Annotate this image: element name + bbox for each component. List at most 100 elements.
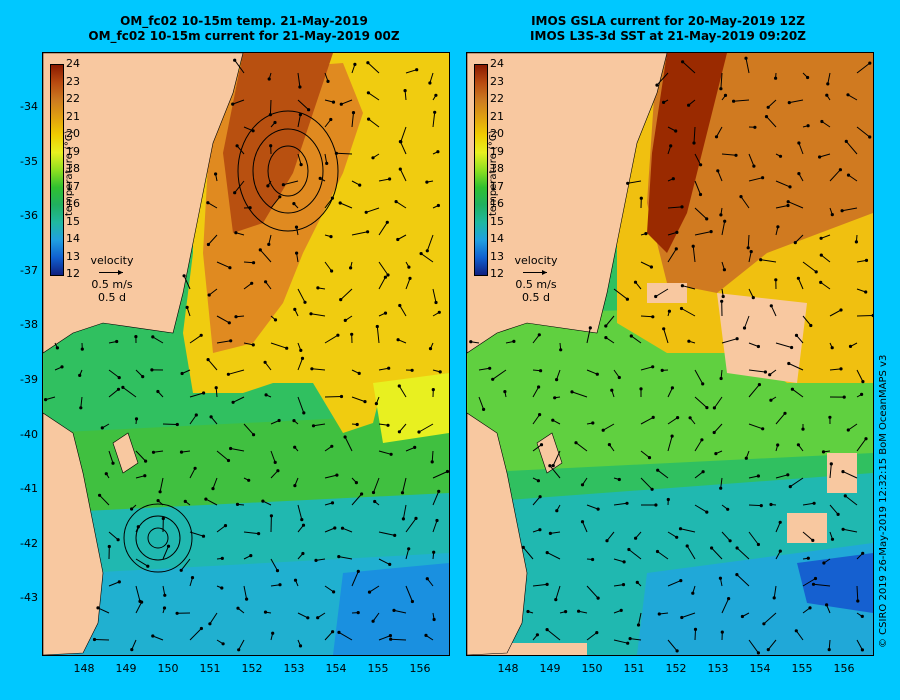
current-arrow (162, 423, 178, 425)
current-arrow-head (580, 483, 585, 487)
current-arrow-head (162, 606, 167, 610)
lon-label: 150 (581, 662, 603, 675)
current-arrow-head (403, 89, 407, 93)
current-arrow-head (329, 117, 333, 122)
current-arrow (775, 522, 781, 533)
colorbar-tick: 24 (66, 57, 80, 70)
current-arrow-head (762, 622, 766, 626)
current-arrow (694, 439, 703, 452)
current-arrow (152, 336, 164, 344)
current-arrow (667, 435, 673, 452)
current-arrow-head (634, 536, 638, 540)
current-arrow (243, 126, 254, 132)
current-arrow-head (776, 443, 780, 447)
current-arrow-head (818, 155, 822, 159)
current-arrow-head (388, 634, 392, 638)
current-arrow (522, 547, 534, 560)
current-arrow (745, 58, 750, 74)
current-arrow-head (336, 333, 340, 337)
current-arrow (789, 99, 804, 104)
current-arrow-head (860, 648, 864, 652)
colorbar-tick: 20 (490, 127, 504, 140)
lon-label: 153 (283, 662, 305, 675)
current-arrow (640, 477, 653, 490)
current-arrow (207, 359, 218, 371)
current-arrow-head (100, 426, 104, 430)
current-arrow-head (610, 388, 614, 392)
current-arrow-head (301, 523, 306, 527)
current-arrow-head (201, 534, 206, 538)
current-arrow (366, 207, 380, 213)
current-arrow (613, 584, 624, 587)
colorbar-tick: 13 (66, 249, 80, 263)
current-arrow-head (864, 437, 868, 441)
right-map-panel (466, 52, 874, 656)
colorbar-tick: 13 (490, 249, 504, 263)
current-arrow (740, 196, 750, 209)
current-arrow-head (273, 318, 278, 322)
current-arrow (297, 612, 309, 619)
current-arrow (399, 168, 407, 182)
current-arrow-head (432, 617, 436, 622)
current-arrow (694, 396, 708, 408)
current-arrow-head (318, 176, 322, 180)
current-arrow (748, 153, 755, 167)
current-arrow-head (193, 466, 197, 470)
current-arrow-head (812, 501, 816, 505)
current-arrow (550, 531, 561, 534)
current-arrow-head (739, 195, 743, 199)
current-arrow (243, 261, 254, 264)
current-arrow-head (269, 514, 273, 518)
current-arrow-head (392, 608, 396, 613)
current-arrow-head (842, 395, 846, 399)
current-arrow-head (407, 547, 411, 551)
current-arrow (555, 585, 561, 600)
current-arrow-head (734, 153, 738, 157)
current-arrow (269, 99, 272, 115)
current-arrow-head (700, 438, 704, 442)
lon-label: 155 (791, 662, 813, 675)
current-arrow-head (786, 203, 790, 208)
current-arrow-head (410, 368, 414, 372)
current-arrow (694, 629, 696, 641)
current-arrow-head (709, 230, 713, 234)
current-arrow-head (674, 129, 678, 133)
current-arrow (552, 450, 561, 466)
current-arrow-head (298, 85, 302, 89)
current-arrow (692, 246, 696, 263)
current-arrow-head (627, 547, 631, 552)
current-arrow-head (249, 554, 253, 558)
current-arrow-head (768, 373, 772, 377)
current-arrow (405, 69, 417, 74)
current-arrow-head (839, 367, 843, 371)
left-front (373, 373, 449, 443)
current-arrow-head (621, 583, 626, 587)
current-arrow-head (252, 261, 256, 265)
current-arrow-head (235, 144, 239, 148)
current-arrow-head (538, 495, 542, 499)
current-arrow (216, 315, 230, 324)
current-arrow-head (303, 300, 307, 304)
current-arrow (108, 531, 119, 541)
current-arrow (372, 612, 380, 622)
current-arrow-head (670, 434, 674, 438)
current-arrow-head (199, 333, 203, 337)
current-arrow-head (234, 231, 238, 235)
current-arrow-head (267, 242, 271, 246)
current-arrow (373, 477, 380, 493)
current-arrow-head (681, 60, 685, 64)
current-arrow-head (415, 68, 419, 72)
colorbar-tick: 12 (490, 267, 504, 280)
current-arrow (792, 388, 804, 398)
current-arrow (802, 502, 815, 506)
current-arrow (640, 261, 652, 268)
current-arrow-head (156, 389, 160, 394)
current-arrow-head (644, 232, 648, 236)
right-map-svg (467, 53, 873, 655)
current-arrow (606, 531, 615, 542)
current-arrow-head (206, 242, 210, 247)
current-arrow-head (211, 487, 215, 491)
current-arrow (829, 309, 842, 317)
current-arrow-head (633, 280, 638, 284)
current-arrow-head (371, 490, 376, 495)
